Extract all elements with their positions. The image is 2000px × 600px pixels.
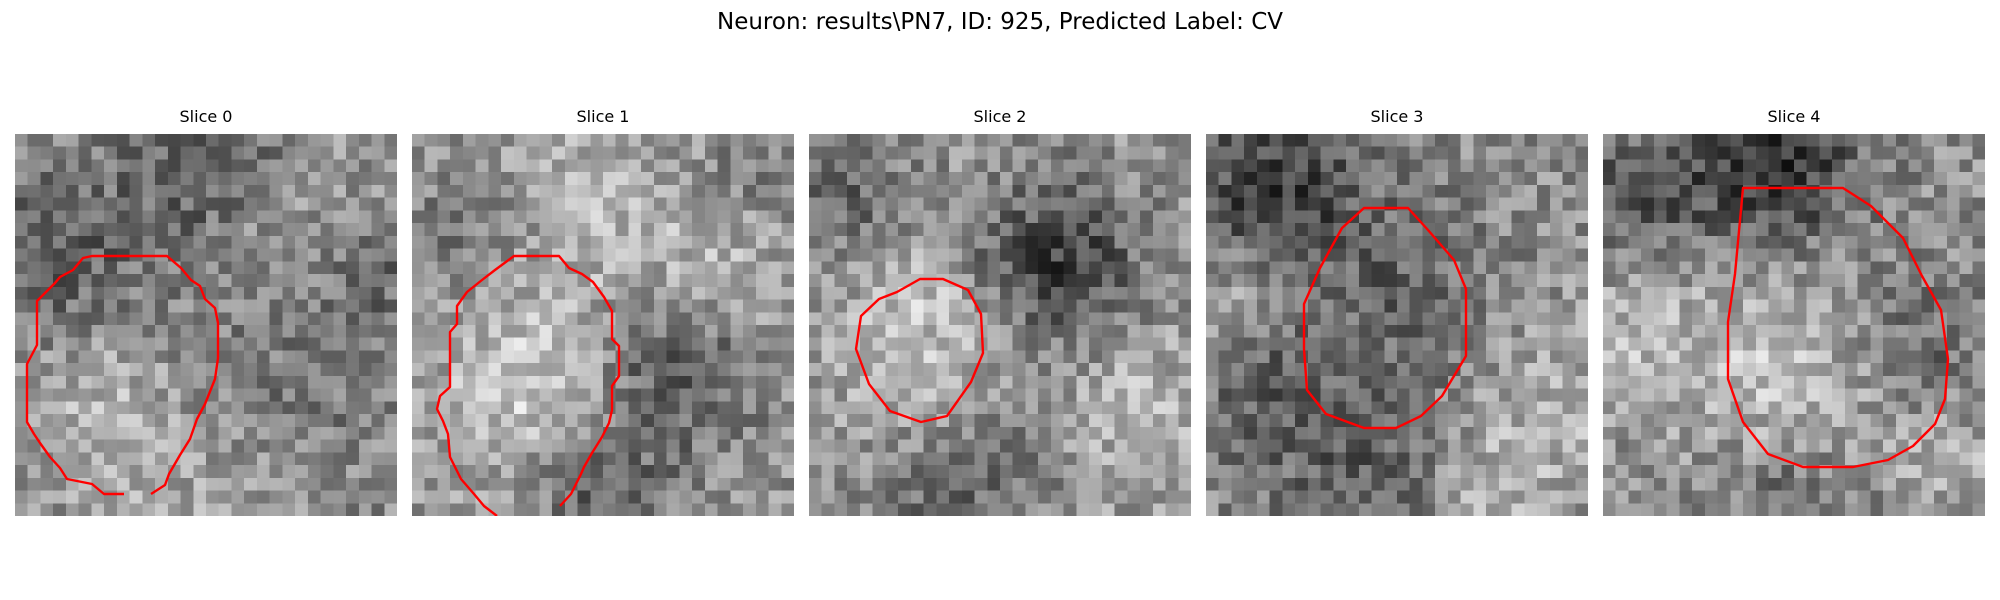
figure-title: Neuron: results\PN7, ID: 925, Predicted …	[717, 9, 1283, 35]
slice-pixels-1	[412, 134, 794, 516]
slice-panel-1: Slice 1	[412, 107, 794, 516]
slice-image-2	[809, 134, 1191, 516]
slice-contour-2	[854, 277, 985, 424]
slice-image-1	[412, 134, 794, 516]
slice-pixels-4	[1603, 134, 1985, 516]
slice-title-4: Slice 4	[1767, 107, 1821, 126]
slice-panel-0: Slice 0	[15, 107, 397, 516]
slice-contour-1	[435, 254, 621, 516]
slice-image-0	[15, 134, 397, 516]
slice-panel-3: Slice 3	[1206, 107, 1588, 516]
slice-image-3	[1206, 134, 1588, 516]
slice-title-3: Slice 3	[1370, 107, 1424, 126]
slice-contour-0	[25, 254, 220, 496]
slice-title-1: Slice 1	[576, 107, 630, 126]
slice-panel-4: Slice 4	[1603, 107, 1985, 516]
slice-panel-2: Slice 2	[809, 107, 1191, 516]
slice-title-2: Slice 2	[973, 107, 1027, 126]
slice-contour-4	[1726, 186, 1950, 469]
slice-title-0: Slice 0	[179, 107, 233, 126]
slice-image-4	[1603, 134, 1985, 516]
slice-contour-3	[1302, 206, 1468, 430]
slice-pixels-0	[15, 134, 397, 516]
slice-pixels-2	[809, 134, 1191, 516]
slice-pixels-3	[1206, 134, 1588, 516]
